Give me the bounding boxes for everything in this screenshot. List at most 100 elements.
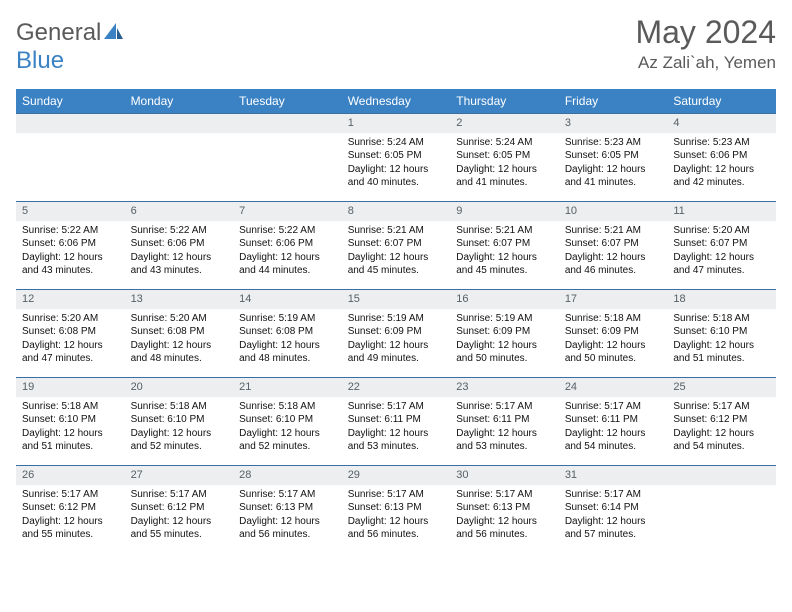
sunrise-text: Sunrise: 5:20 AM (131, 312, 228, 326)
logo: GeneralBlue (16, 19, 125, 75)
day-details: Sunrise: 5:17 AMSunset: 6:12 PMDaylight:… (125, 485, 234, 546)
calendar-row: 12Sunrise: 5:20 AMSunset: 6:08 PMDayligh… (16, 290, 776, 378)
day-number: 14 (233, 290, 342, 309)
calendar-cell: 7Sunrise: 5:22 AMSunset: 6:06 PMDaylight… (233, 202, 342, 290)
daylight-text: Daylight: 12 hours and 53 minutes. (456, 427, 553, 454)
sunset-text: Sunset: 6:05 PM (456, 149, 553, 163)
day-details: Sunrise: 5:18 AMSunset: 6:10 PMDaylight:… (667, 309, 776, 370)
calendar-row: 5Sunrise: 5:22 AMSunset: 6:06 PMDaylight… (16, 202, 776, 290)
daylight-text: Daylight: 12 hours and 56 minutes. (239, 515, 336, 542)
day-number: 9 (450, 202, 559, 221)
daylight-text: Daylight: 12 hours and 56 minutes. (348, 515, 445, 542)
calendar-table: Sunday Monday Tuesday Wednesday Thursday… (16, 89, 776, 554)
calendar-cell: 24Sunrise: 5:17 AMSunset: 6:11 PMDayligh… (559, 378, 668, 466)
day-details: Sunrise: 5:19 AMSunset: 6:09 PMDaylight:… (450, 309, 559, 370)
sunset-text: Sunset: 6:13 PM (348, 501, 445, 515)
day-number (125, 114, 234, 133)
sunrise-text: Sunrise: 5:17 AM (673, 400, 770, 414)
sunset-text: Sunset: 6:10 PM (673, 325, 770, 339)
day-details: Sunrise: 5:20 AMSunset: 6:08 PMDaylight:… (125, 309, 234, 370)
day-number: 6 (125, 202, 234, 221)
sunrise-text: Sunrise: 5:17 AM (456, 400, 553, 414)
sunrise-text: Sunrise: 5:20 AM (673, 224, 770, 238)
sunrise-text: Sunrise: 5:21 AM (348, 224, 445, 238)
day-number: 1 (342, 114, 451, 133)
sunrise-text: Sunrise: 5:24 AM (456, 136, 553, 150)
calendar-cell: 21Sunrise: 5:18 AMSunset: 6:10 PMDayligh… (233, 378, 342, 466)
sunrise-text: Sunrise: 5:17 AM (131, 488, 228, 502)
calendar-cell: 11Sunrise: 5:20 AMSunset: 6:07 PMDayligh… (667, 202, 776, 290)
calendar-cell: 12Sunrise: 5:20 AMSunset: 6:08 PMDayligh… (16, 290, 125, 378)
day-header: Tuesday (233, 89, 342, 114)
day-details: Sunrise: 5:17 AMSunset: 6:12 PMDaylight:… (16, 485, 125, 546)
sunset-text: Sunset: 6:05 PM (348, 149, 445, 163)
day-details: Sunrise: 5:23 AMSunset: 6:06 PMDaylight:… (667, 133, 776, 194)
daylight-text: Daylight: 12 hours and 42 minutes. (673, 163, 770, 190)
sunset-text: Sunset: 6:09 PM (565, 325, 662, 339)
calendar-cell: 20Sunrise: 5:18 AMSunset: 6:10 PMDayligh… (125, 378, 234, 466)
sunrise-text: Sunrise: 5:22 AM (22, 224, 119, 238)
day-details: Sunrise: 5:24 AMSunset: 6:05 PMDaylight:… (450, 133, 559, 194)
sunset-text: Sunset: 6:09 PM (456, 325, 553, 339)
sunset-text: Sunset: 6:07 PM (673, 237, 770, 251)
day-number: 26 (16, 466, 125, 485)
calendar-cell (16, 114, 125, 202)
calendar-row: 26Sunrise: 5:17 AMSunset: 6:12 PMDayligh… (16, 466, 776, 554)
day-number: 20 (125, 378, 234, 397)
sunset-text: Sunset: 6:06 PM (22, 237, 119, 251)
day-header: Friday (559, 89, 668, 114)
sunset-text: Sunset: 6:08 PM (22, 325, 119, 339)
daylight-text: Daylight: 12 hours and 52 minutes. (131, 427, 228, 454)
daylight-text: Daylight: 12 hours and 48 minutes. (239, 339, 336, 366)
calendar-cell: 4Sunrise: 5:23 AMSunset: 6:06 PMDaylight… (667, 114, 776, 202)
day-number: 28 (233, 466, 342, 485)
day-number: 27 (125, 466, 234, 485)
sunrise-text: Sunrise: 5:18 AM (673, 312, 770, 326)
logo-sail-icon (103, 19, 125, 47)
calendar-cell: 22Sunrise: 5:17 AMSunset: 6:11 PMDayligh… (342, 378, 451, 466)
sunrise-text: Sunrise: 5:21 AM (565, 224, 662, 238)
calendar-cell: 29Sunrise: 5:17 AMSunset: 6:13 PMDayligh… (342, 466, 451, 554)
sunrise-text: Sunrise: 5:18 AM (239, 400, 336, 414)
daylight-text: Daylight: 12 hours and 54 minutes. (673, 427, 770, 454)
sunset-text: Sunset: 6:05 PM (565, 149, 662, 163)
calendar-cell: 3Sunrise: 5:23 AMSunset: 6:05 PMDaylight… (559, 114, 668, 202)
calendar-cell: 8Sunrise: 5:21 AMSunset: 6:07 PMDaylight… (342, 202, 451, 290)
day-number: 13 (125, 290, 234, 309)
day-details: Sunrise: 5:18 AMSunset: 6:10 PMDaylight:… (125, 397, 234, 458)
day-number: 31 (559, 466, 668, 485)
daylight-text: Daylight: 12 hours and 50 minutes. (565, 339, 662, 366)
daylight-text: Daylight: 12 hours and 51 minutes. (22, 427, 119, 454)
day-number (233, 114, 342, 133)
sunset-text: Sunset: 6:07 PM (565, 237, 662, 251)
sunrise-text: Sunrise: 5:22 AM (239, 224, 336, 238)
sunset-text: Sunset: 6:13 PM (239, 501, 336, 515)
sunrise-text: Sunrise: 5:17 AM (456, 488, 553, 502)
day-number: 22 (342, 378, 451, 397)
sunset-text: Sunset: 6:12 PM (22, 501, 119, 515)
location-text: Az Zali`ah, Yemen (635, 53, 776, 73)
calendar-cell: 15Sunrise: 5:19 AMSunset: 6:09 PMDayligh… (342, 290, 451, 378)
day-details: Sunrise: 5:17 AMSunset: 6:13 PMDaylight:… (342, 485, 451, 546)
day-number: 25 (667, 378, 776, 397)
logo-text-blue: Blue (16, 47, 64, 74)
sunrise-text: Sunrise: 5:19 AM (348, 312, 445, 326)
calendar-cell (233, 114, 342, 202)
sunrise-text: Sunrise: 5:18 AM (565, 312, 662, 326)
sunset-text: Sunset: 6:08 PM (131, 325, 228, 339)
day-number: 24 (559, 378, 668, 397)
day-number: 15 (342, 290, 451, 309)
daylight-text: Daylight: 12 hours and 54 minutes. (565, 427, 662, 454)
daylight-text: Daylight: 12 hours and 47 minutes. (673, 251, 770, 278)
daylight-text: Daylight: 12 hours and 40 minutes. (348, 163, 445, 190)
month-title: May 2024 (635, 14, 776, 51)
daylight-text: Daylight: 12 hours and 45 minutes. (348, 251, 445, 278)
calendar-cell: 17Sunrise: 5:18 AMSunset: 6:09 PMDayligh… (559, 290, 668, 378)
sunrise-text: Sunrise: 5:17 AM (239, 488, 336, 502)
sunset-text: Sunset: 6:14 PM (565, 501, 662, 515)
calendar-cell: 10Sunrise: 5:21 AMSunset: 6:07 PMDayligh… (559, 202, 668, 290)
calendar-cell: 13Sunrise: 5:20 AMSunset: 6:08 PMDayligh… (125, 290, 234, 378)
day-details: Sunrise: 5:21 AMSunset: 6:07 PMDaylight:… (559, 221, 668, 282)
day-number: 19 (16, 378, 125, 397)
calendar-row: 1Sunrise: 5:24 AMSunset: 6:05 PMDaylight… (16, 114, 776, 202)
